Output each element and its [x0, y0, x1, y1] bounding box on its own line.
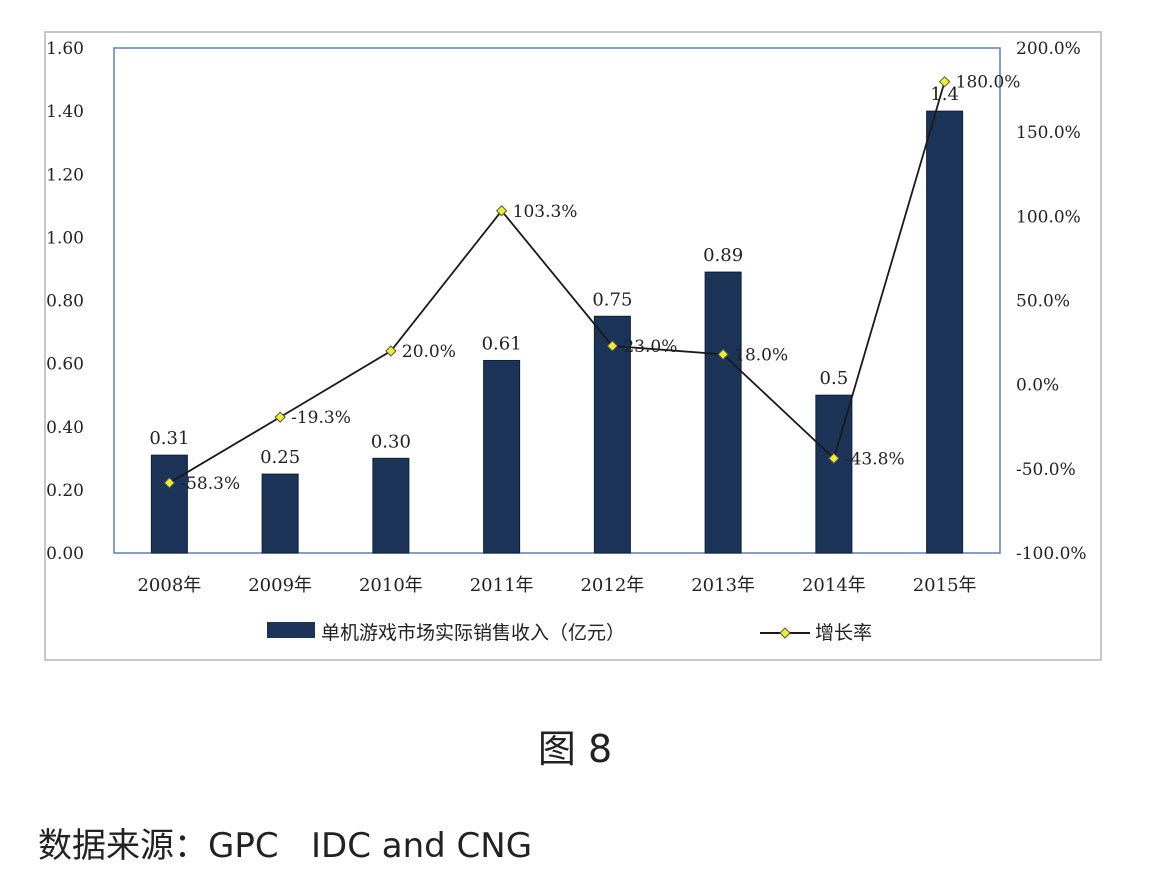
- bar: [150, 454, 188, 554]
- legend-line-marker: [779, 627, 791, 639]
- y2-tick-label: -50.0%: [1016, 460, 1076, 480]
- growth-value-label: 103.3%: [513, 202, 578, 222]
- y-tick-label: 0.60: [46, 355, 84, 375]
- y-tick-label: 0.20: [46, 481, 84, 501]
- growth-marker: [274, 411, 286, 423]
- growth-value-label: -43.8%: [845, 449, 905, 469]
- left-axis: 0.00 0.20 0.40 0.60 0.80 1.00 1.20 1.40 1.60: [46, 39, 84, 564]
- x-tick-label: 2015年: [913, 575, 977, 596]
- x-tick-label: 2012年: [580, 575, 644, 596]
- bar-value-label: 0.61: [482, 333, 522, 354]
- bar-series: [150, 110, 964, 554]
- growth-value-label: 180.0%: [956, 73, 1021, 93]
- y2-tick-label: 200.0%: [1016, 39, 1081, 59]
- y-tick-label: 0.00: [46, 544, 84, 564]
- bar-value-label: 1.4: [930, 84, 959, 105]
- y2-tick-label: -100.0%: [1016, 544, 1087, 564]
- y2-tick-label: 50.0%: [1016, 292, 1070, 312]
- bar-value-label: 0.31: [149, 428, 189, 449]
- bar-value-label: 0.89: [703, 245, 743, 266]
- bar-value-label: 0.30: [371, 431, 411, 452]
- bar: [261, 473, 299, 554]
- legend: 单机游戏市场实际销售收入（亿元） 增长率: [267, 622, 872, 644]
- growth-marker: [828, 452, 840, 465]
- y-tick-label: 1.60: [46, 39, 84, 59]
- growth-line-series: -58.3% -19.3% 20.0% 103.3% 23.0% 18.0% -43.8% 1…: [163, 73, 1021, 494]
- growth-line: [168, 81, 946, 484]
- bar: [483, 359, 521, 554]
- bar-value-label: 0.25: [260, 447, 300, 468]
- y2-tick-label: 0.0%: [1016, 376, 1059, 396]
- growth-marker: [606, 340, 619, 352]
- y-tick-label: 1.40: [46, 102, 84, 122]
- y-tick-label: 1.20: [46, 165, 84, 185]
- bar-value-labels: 0.31 0.25 0.30 0.61 0.75 0.89 0.5 1.4: [149, 84, 959, 468]
- x-tick-label: 2010年: [359, 575, 423, 596]
- legend-bar-swatch: [267, 622, 315, 638]
- x-tick-label: 2013年: [691, 575, 755, 596]
- growth-value-label: 18.0%: [734, 345, 788, 365]
- growth-marker: [495, 205, 508, 217]
- growth-marker: [163, 477, 176, 489]
- right-axis: -100.0% -50.0% 0.0% 50.0% 100.0% 150.0% 200.0%: [1016, 39, 1087, 564]
- growth-marker: [717, 348, 729, 361]
- bar-value-label: 0.5: [820, 368, 849, 389]
- growth-value-label: 23.0%: [623, 337, 677, 357]
- legend-bar-label: 单机游戏市场实际销售收入（亿元）: [321, 622, 625, 644]
- growth-value-label: -58.3%: [180, 474, 240, 494]
- bar: [926, 110, 964, 554]
- x-tick-label: 2009年: [248, 575, 312, 596]
- figure-caption: 图 8: [537, 727, 613, 771]
- x-axis: 2008年 2009年 2010年 2011年 2012年 2013年 2014年 2015年: [137, 575, 976, 596]
- y2-tick-label: 150.0%: [1016, 123, 1081, 143]
- x-tick-label: 2014年: [802, 575, 866, 596]
- chart-frame: [44, 31, 1102, 661]
- growth-value-label: 20.0%: [402, 342, 456, 362]
- growth-marker: [385, 345, 397, 357]
- bar: [593, 315, 631, 554]
- bar: [372, 457, 410, 554]
- bar: [704, 271, 742, 554]
- growth-value-label: -19.3%: [291, 408, 351, 428]
- x-tick-label: 2011年: [470, 575, 534, 596]
- x-tick-label: 2008年: [137, 575, 201, 596]
- y-tick-label: 0.80: [46, 292, 84, 312]
- y-tick-label: 0.40: [46, 418, 84, 438]
- chart-svg: 0.00 0.20 0.40 0.60 0.80 1.00 1.20 1.40 1.60 -10…: [44, 31, 1102, 661]
- growth-marker: [938, 75, 951, 88]
- bar-value-label: 0.75: [592, 289, 632, 310]
- y2-tick-label: 100.0%: [1016, 207, 1081, 227]
- plot-area: [113, 47, 1001, 554]
- legend-line-label: 增长率: [815, 622, 872, 644]
- data-source-note: 数据来源：GPC IDC and CNG: [38, 826, 533, 866]
- bar: [815, 394, 853, 554]
- y-tick-label: 1.00: [46, 228, 84, 248]
